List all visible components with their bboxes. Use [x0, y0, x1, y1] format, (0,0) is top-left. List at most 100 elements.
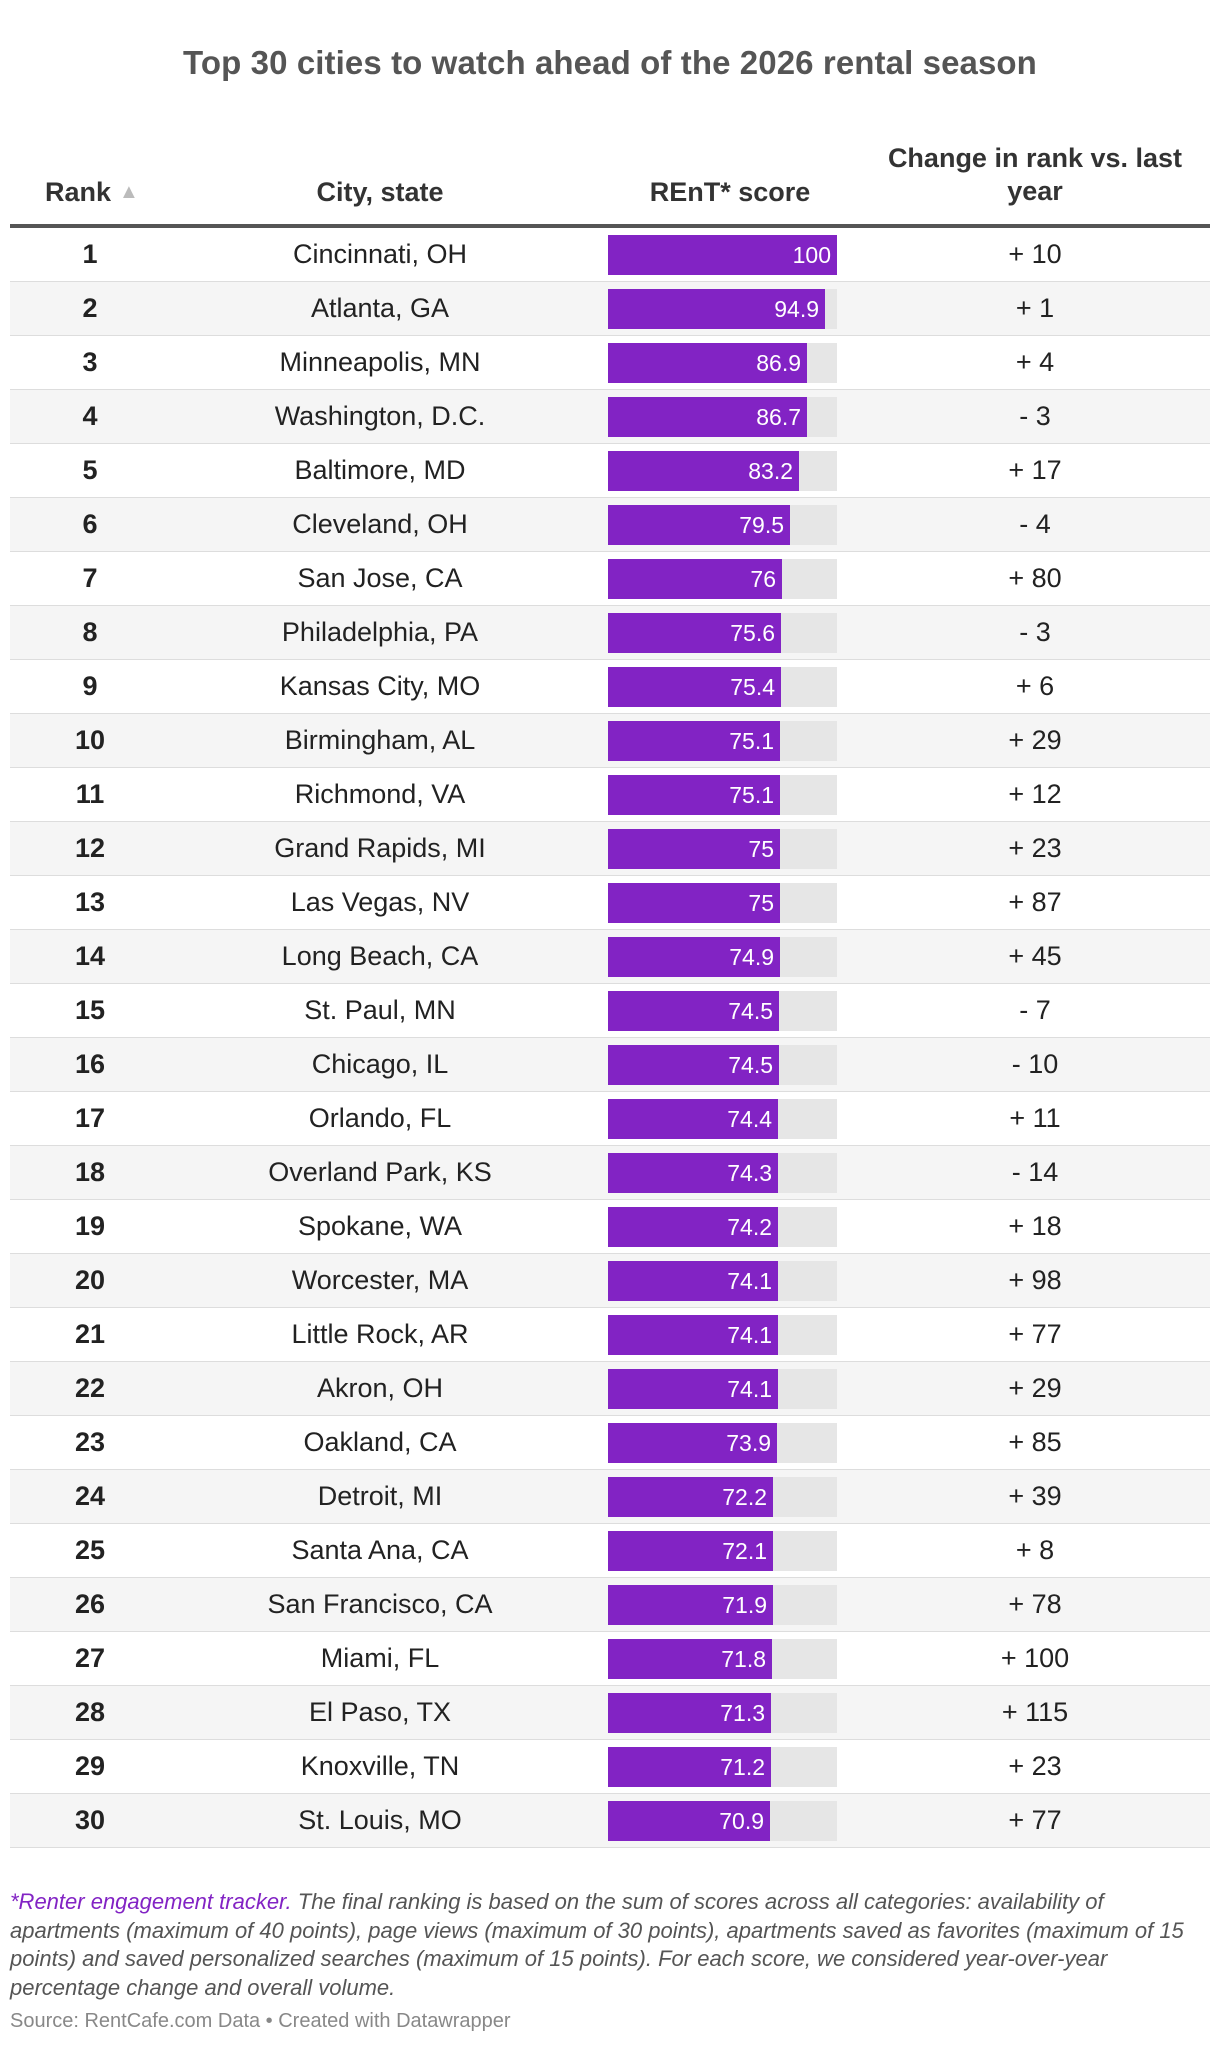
- table-row: 20 Worcester, MA 74.1 + 98: [10, 1254, 1210, 1308]
- score-bar: [608, 1315, 778, 1355]
- table-row: 13 Las Vegas, NV 75 + 87: [10, 876, 1210, 930]
- city-cell: St. Louis, MO: [298, 1805, 462, 1835]
- table-row: 30 St. Louis, MO 70.9 + 77: [10, 1794, 1210, 1848]
- score-label: 74.1: [727, 1376, 772, 1402]
- rank-cell: 17: [74, 1103, 106, 1133]
- change-cell: + 39: [1008, 1481, 1062, 1511]
- table-row: 16 Chicago, IL 74.5 - 10: [10, 1038, 1210, 1092]
- score-label: 75: [748, 890, 774, 916]
- header-change[interactable]: Change in rank vs. last year: [887, 143, 1183, 206]
- rank-cell: 26: [74, 1589, 106, 1619]
- table-row: 7 San Jose, CA 76 + 80: [10, 552, 1210, 606]
- score-label: 74.3: [727, 1160, 772, 1186]
- score-bar-track: 70.9: [608, 1801, 837, 1841]
- city-cell: Las Vegas, NV: [290, 887, 470, 917]
- score-label: 76: [750, 566, 776, 592]
- score-bar: [608, 505, 790, 545]
- change-cell: + 23: [1008, 1751, 1062, 1781]
- change-cell: - 10: [1011, 1049, 1059, 1079]
- header-rank-label: Rank: [45, 177, 112, 207]
- change-cell: + 18: [1008, 1211, 1062, 1241]
- table-row: 11 Richmond, VA 75.1 + 12: [10, 768, 1210, 822]
- score-bar: [608, 1747, 771, 1787]
- change-cell: - 14: [1011, 1157, 1059, 1187]
- score-bar-track: 74.5: [608, 1045, 837, 1085]
- table-row: 1 Cincinnati, OH 100 + 10: [10, 228, 1210, 282]
- table-row: 12 Grand Rapids, MI 75 + 23: [10, 822, 1210, 876]
- score-bar-track: 75.4: [608, 667, 837, 707]
- rank-cell: 15: [74, 995, 106, 1025]
- score-bar-track: 73.9: [608, 1423, 837, 1463]
- change-cell: + 80: [1008, 563, 1062, 593]
- rank-cell: 24: [74, 1481, 106, 1511]
- score-bar-track: 71.2: [608, 1747, 837, 1787]
- source-credit: Source: RentCafe.com Data • Created with…: [10, 2010, 511, 2032]
- score-bar: [608, 397, 807, 437]
- score-label: 79.5: [739, 512, 784, 538]
- table-row: 6 Cleveland, OH 79.5 - 4: [10, 498, 1210, 552]
- rank-cell: 20: [74, 1265, 106, 1295]
- change-cell: + 29: [1008, 725, 1062, 755]
- table-row: 10 Birmingham, AL 75.1 + 29: [10, 714, 1210, 768]
- score-bar: [608, 1099, 778, 1139]
- score-bar: [608, 1207, 778, 1247]
- score-bar-track: 94.9: [608, 289, 837, 329]
- score-bar: [608, 1369, 778, 1409]
- header-rank[interactable]: Rank ▲: [45, 177, 165, 208]
- change-cell: + 29: [1008, 1373, 1062, 1403]
- city-cell: Akron, OH: [316, 1373, 444, 1403]
- city-cell: Atlanta, GA: [310, 293, 450, 323]
- table-row: 22 Akron, OH 74.1 + 29: [10, 1362, 1210, 1416]
- change-cell: + 98: [1008, 1265, 1062, 1295]
- table-row: 2 Atlanta, GA 94.9 + 1: [10, 282, 1210, 336]
- change-cell: + 8: [1015, 1535, 1055, 1565]
- city-cell: Baltimore, MD: [294, 455, 466, 485]
- table-row: 28 El Paso, TX 71.3 + 115: [10, 1686, 1210, 1740]
- score-label: 94.9: [774, 296, 819, 322]
- score-label: 74.5: [728, 998, 773, 1024]
- city-cell: Cincinnati, OH: [292, 239, 468, 269]
- score-label: 71.2: [720, 1754, 765, 1780]
- score-bar-track: 71.3: [608, 1693, 837, 1733]
- score-bar: [608, 235, 837, 275]
- score-bar-track: 71.8: [608, 1639, 837, 1679]
- table-row: 18 Overland Park, KS 74.3 - 14: [10, 1146, 1210, 1200]
- change-cell: + 23: [1008, 833, 1062, 863]
- score-bar-track: 86.9: [608, 343, 837, 383]
- sort-ascending-icon[interactable]: ▲: [119, 181, 139, 203]
- city-cell: Overland Park, KS: [268, 1157, 492, 1187]
- rank-cell: 3: [82, 347, 98, 377]
- table-row: 24 Detroit, MI 72.2 + 39: [10, 1470, 1210, 1524]
- rank-cell: 25: [74, 1535, 106, 1565]
- score-bar: [608, 289, 825, 329]
- rank-cell: 2: [82, 293, 98, 323]
- score-bar-track: 74.5: [608, 991, 837, 1031]
- change-cell: + 10: [1008, 239, 1062, 269]
- score-bar-track: 74.3: [608, 1153, 837, 1193]
- score-bar-track: 72.2: [608, 1477, 837, 1517]
- table-row: 27 Miami, FL 71.8 + 100: [10, 1632, 1210, 1686]
- table-row: 19 Spokane, WA 74.2 + 18: [10, 1200, 1210, 1254]
- rank-cell: 23: [74, 1427, 106, 1457]
- change-cell: + 78: [1008, 1589, 1062, 1619]
- score-bar-track: 83.2: [608, 451, 837, 491]
- city-cell: Richmond, VA: [294, 779, 466, 809]
- score-bar-track: 74.1: [608, 1369, 837, 1409]
- header-city[interactable]: City, state: [316, 177, 444, 207]
- score-label: 73.9: [726, 1430, 771, 1456]
- table-row: 15 St. Paul, MN 74.5 - 7: [10, 984, 1210, 1038]
- city-cell: Oakland, CA: [303, 1427, 457, 1457]
- score-bar: [608, 1639, 772, 1679]
- change-cell: + 85: [1008, 1427, 1062, 1457]
- table-row: 8 Philadelphia, PA 75.6 - 3: [10, 606, 1210, 660]
- score-bar: [608, 1261, 778, 1301]
- header-score[interactable]: REnT* score: [649, 177, 811, 207]
- rank-cell: 19: [74, 1211, 106, 1241]
- score-bar-track: 76: [608, 559, 837, 599]
- score-bar-track: 86.7: [608, 397, 837, 437]
- score-label: 74.1: [727, 1322, 772, 1348]
- score-label: 74.5: [728, 1052, 773, 1078]
- score-bar: [608, 721, 780, 761]
- score-bar-track: 79.5: [608, 505, 837, 545]
- city-cell: Birmingham, AL: [284, 725, 476, 755]
